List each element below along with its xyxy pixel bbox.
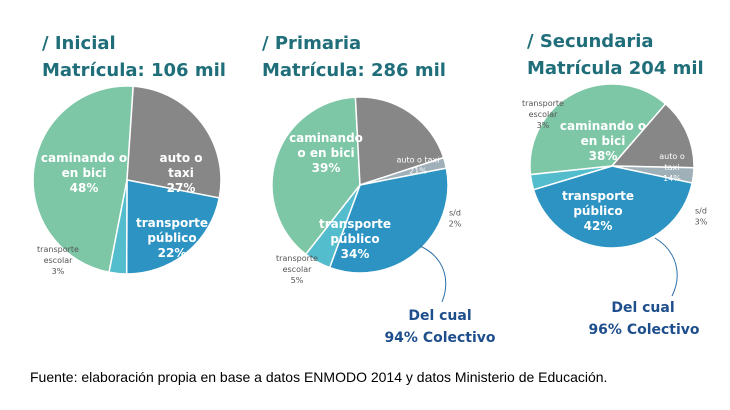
- secundaria-pct-s-d: 3%: [695, 218, 708, 227]
- primaria-title: / Primaria: [262, 33, 362, 54]
- primaria-label-transporte-publico: transporte público: [319, 217, 391, 246]
- secundaria-pct-caminando-o-en-bici: 38%: [589, 149, 618, 163]
- inicial-label-transporte-escolar: transporte escolar: [37, 245, 79, 265]
- primaria-pct-transporte-escolar: 5%: [291, 276, 304, 285]
- secundaria-label-transporte-escolar: transporte escolar: [522, 99, 564, 119]
- secundaria-pct-transporte-publico: 42%: [584, 219, 613, 233]
- primaria-pct-caminando-o-en-bici: 39%: [312, 161, 341, 175]
- secundaria-note-line1: Del cual: [611, 300, 675, 316]
- primaria-slice-transporte-publico: [328, 167, 449, 274]
- inicial-label-caminando-o-en-bici: caminando o en bici: [41, 151, 127, 180]
- secundaria-note-pointer: [654, 237, 678, 297]
- primaria-note-line2: 94% Colectivo: [384, 330, 496, 346]
- secundaria-note-line2: 96% Colectivo: [588, 322, 700, 338]
- secundaria-slice-auto-o-taxi: [610, 102, 695, 169]
- inicial-slice-caminando-o-en-bici: [32, 85, 135, 274]
- secundaria-enrollment: Matrícula 204 mil: [527, 58, 704, 79]
- secundaria-slice-caminando-o-en-bici: [529, 83, 667, 176]
- inicial-pct-transporte-escolar: 3%: [52, 267, 65, 276]
- secundaria-slice-transporte-escolar: [529, 165, 613, 191]
- primaria-label-s-d: s/d: [449, 209, 461, 218]
- primaria-pct-auto-o-taxi: 21%: [409, 167, 427, 176]
- primaria-pct-s-d: 2%: [449, 220, 462, 229]
- source-note: Fuente: elaboración propia en base a dat…: [30, 369, 608, 385]
- primaria-slice-caminando-o-en-bici: [271, 96, 361, 256]
- inicial-slice-transporte-publico: [125, 179, 221, 275]
- secundaria-label-auto-o-taxi: auto o taxi: [659, 152, 685, 172]
- primaria-note-pointer: [419, 245, 447, 303]
- primaria-note-line1: Del cual: [408, 308, 472, 324]
- secundaria-title: / Secundaria: [527, 31, 654, 52]
- primaria-pct-transporte-publico: 34%: [341, 247, 370, 261]
- inicial-enrollment: Matrícula: 106 mil: [42, 60, 226, 81]
- inicial-pct-caminando-o-en-bici: 48%: [70, 181, 99, 195]
- primaria-label-caminando-o-en-bici: caminando o en bici: [289, 131, 363, 160]
- secundaria-slice-transporte-publico: [532, 165, 694, 249]
- primaria-enrollment: Matrícula: 286 mil: [262, 60, 446, 81]
- primaria-label-auto-o-taxi: auto o taxi: [397, 156, 440, 165]
- secundaria-label-transporte-publico: transporte público: [562, 189, 634, 218]
- inicial-slice-auto-o-taxi: [126, 85, 222, 199]
- secundaria-label-caminando-o-en-bici: caminando o en bici: [560, 119, 646, 148]
- primaria-slice-transporte-escolar: [304, 184, 361, 269]
- inicial-label-transporte-publico: transporte público: [136, 216, 208, 245]
- inicial-label-auto-o-taxi: auto o taxi: [159, 151, 202, 180]
- inicial-title: / Inicial: [42, 33, 116, 54]
- secundaria-pct-transporte-escolar: 3%: [537, 121, 550, 130]
- secundaria-label-s-d: s/d: [695, 207, 707, 216]
- inicial-pct-transporte-publico: 22%: [158, 246, 187, 260]
- secundaria-pct-auto-o-taxi: 14%: [663, 174, 681, 183]
- inicial-pct-auto-o-taxi: 27%: [167, 181, 196, 195]
- primaria-label-transporte-escolar: transporte escolar: [276, 254, 318, 274]
- primaria-slice-auto-o-taxi: [354, 96, 445, 187]
- inicial-slice-transporte-escolar: [108, 179, 128, 275]
